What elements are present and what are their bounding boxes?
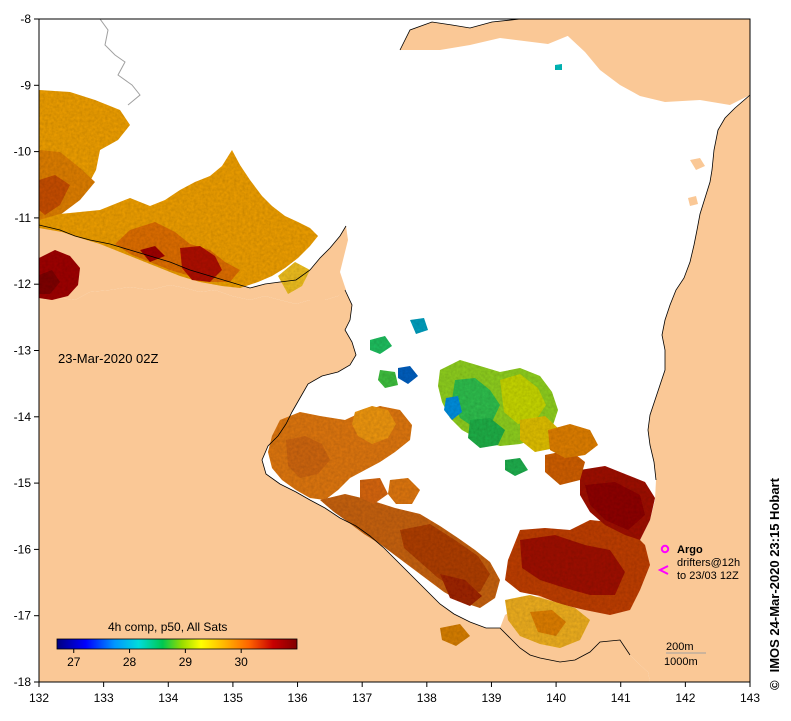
argo-marker-icon [660, 544, 670, 554]
y-axis: -8 -9 -10 -11 -12 -13 -14 -15 -16 -17 -18 [14, 12, 39, 689]
land-arnhem [39, 285, 650, 682]
land-cape-york [500, 95, 750, 682]
x-tick-label: 135 [223, 691, 243, 705]
colorbar-tick-label: 27 [67, 655, 81, 669]
y-tick-label: -14 [14, 410, 32, 424]
land-png-top-right [550, 19, 750, 105]
y-tick-label: -17 [14, 609, 32, 623]
colorbar: 4h comp, p50, All Sats 27 28 29 30 [56, 620, 298, 669]
y-tick-label: -15 [14, 476, 32, 490]
colorbar-ticks: 27 28 29 30 [67, 649, 248, 669]
argo-label: Argo [677, 544, 703, 556]
x-tick-label: 143 [740, 691, 760, 705]
colorbar-tick-label: 30 [235, 655, 249, 669]
x-axis: 132 133 134 135 136 137 138 139 140 141 142 143 [29, 682, 760, 705]
x-tick-label: 133 [94, 691, 114, 705]
y-tick-label: -10 [14, 145, 32, 159]
drifters-line1: drifters@12h [677, 557, 740, 569]
x-tick-label: 132 [29, 691, 49, 705]
depth-1000-label: 1000m [664, 656, 698, 668]
y-tick-label: -16 [14, 542, 32, 556]
date-label: 23-Mar-2020 02Z [58, 351, 158, 366]
map-title: IMOS 24-Mar-2020 23:15 Hobart [767, 477, 782, 672]
y-tick-label: -9 [20, 78, 31, 92]
y-tick-label: -18 [14, 675, 32, 689]
copyright-symbol: © [767, 680, 782, 690]
x-tick-label: 136 [288, 691, 308, 705]
x-tick-label: 142 [675, 691, 695, 705]
y-tick-label: -13 [14, 344, 32, 358]
colorbar-ramp [56, 638, 298, 650]
drifter-legend: Argo drifters@12h to 23/03 12Z 200m 1000… [657, 544, 740, 668]
x-tick-label: 138 [417, 691, 437, 705]
colorbar-tick-label: 28 [123, 655, 137, 669]
x-tick-label: 134 [158, 691, 178, 705]
colorbar-title: 4h comp, p50, All Sats [108, 620, 227, 634]
colorbar-tick-label: 29 [179, 655, 193, 669]
land-layer [39, 19, 750, 682]
drifter-track-icon [657, 565, 669, 575]
y-tick-label: -8 [20, 12, 31, 26]
y-tick-label: -12 [14, 277, 32, 291]
x-tick-label: 139 [481, 691, 501, 705]
depth-200-label: 200m [666, 641, 694, 653]
drifters-line2: to 23/03 12Z [677, 570, 739, 582]
x-tick-label: 140 [546, 691, 566, 705]
coastline-layer [39, 19, 750, 663]
land-cape-york-north [400, 19, 600, 50]
bathymetry-contour [99, 19, 141, 106]
sst-layer [39, 64, 655, 648]
y-tick-label: -11 [15, 211, 32, 225]
x-tick-label: 141 [611, 691, 631, 705]
land-west-coast [39, 225, 348, 304]
map-title-vertical: © IMOS 24-Mar-2020 23:15 Hobart [767, 477, 782, 690]
x-tick-label: 137 [352, 691, 372, 705]
